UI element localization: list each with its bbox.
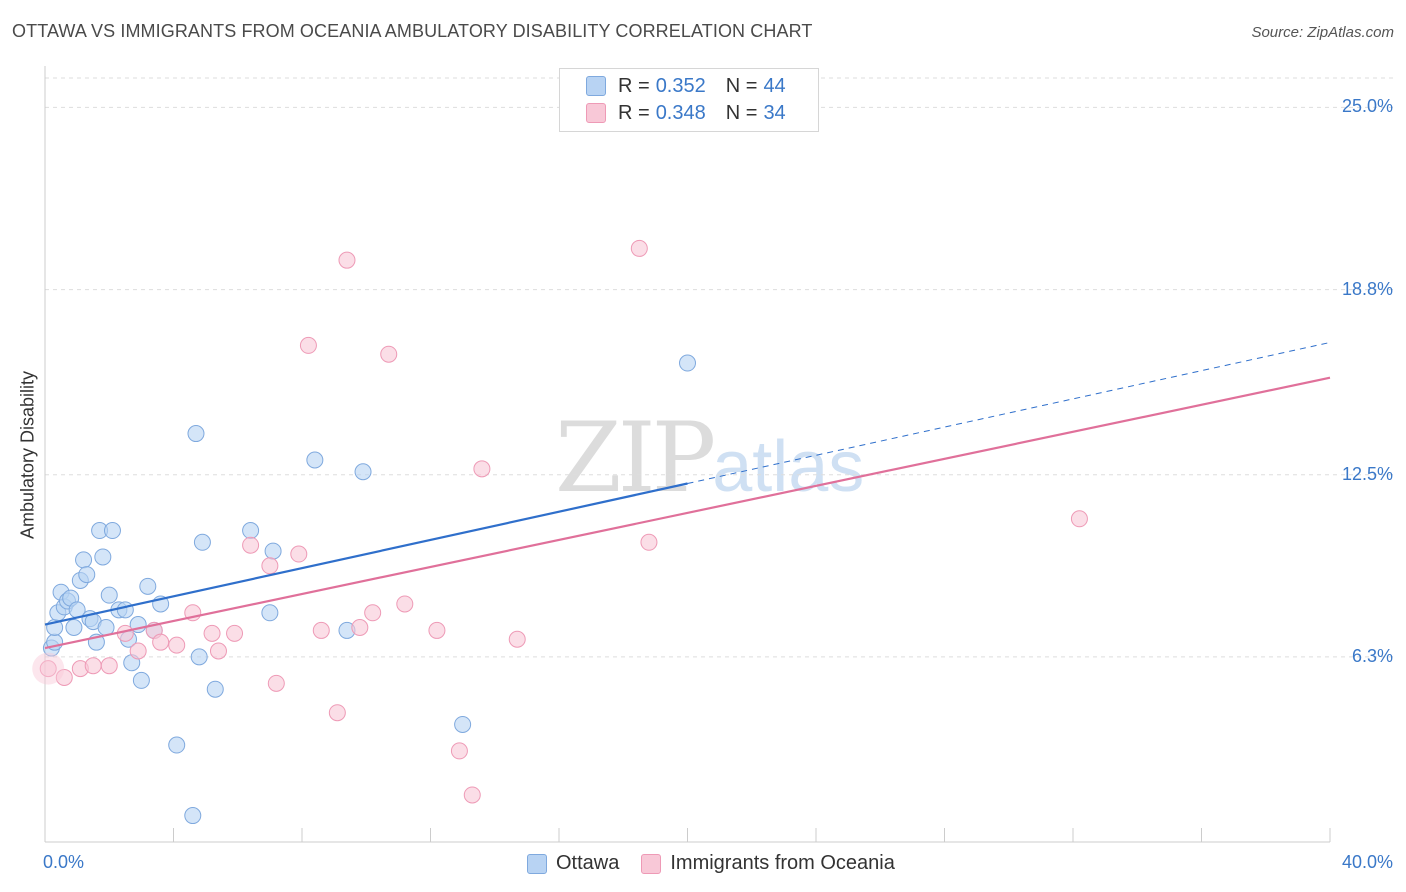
- legend-item-oceania[interactable]: Immigrants from Oceania: [641, 852, 895, 875]
- ottawa-swatch: [586, 76, 606, 96]
- n-value: 44: [763, 74, 786, 97]
- oceania-point: [1070, 510, 1088, 528]
- legend-item-ottawa[interactable]: Ottawa: [527, 852, 619, 875]
- oceania-point: [351, 618, 369, 636]
- oceania-point: [100, 657, 118, 675]
- ottawa-point: [190, 648, 208, 666]
- ottawa-point: [354, 463, 372, 481]
- y-tick-label: 18.8%: [1341, 278, 1393, 299]
- n-value: 34: [763, 101, 786, 124]
- ottawa-point: [139, 577, 157, 595]
- r-value: 0.352: [655, 74, 706, 97]
- watermark-atlas: atlas: [712, 427, 865, 507]
- ottawa-point: [116, 601, 134, 619]
- oceania-point: [168, 636, 186, 654]
- oceania-swatch: [586, 103, 606, 123]
- oceania-point: [364, 604, 382, 622]
- ottawa-point: [184, 807, 202, 825]
- oceania-point: [630, 239, 648, 257]
- oceania-point: [84, 657, 102, 675]
- oceania-point: [261, 557, 279, 575]
- ottawa-point: [264, 542, 282, 560]
- ottawa-point: [261, 604, 279, 622]
- oceania-point: [508, 630, 526, 648]
- y-tick-label: 6.3%: [1351, 645, 1393, 666]
- oceania-point: [428, 621, 446, 639]
- oceania-point: [32, 652, 65, 685]
- ottawa-swatch: [527, 853, 547, 874]
- ottawa-point: [75, 551, 93, 569]
- oceania-swatch: [641, 853, 662, 874]
- ottawa-point: [306, 451, 324, 469]
- oceania-point: [55, 668, 73, 686]
- oceania-point: [640, 533, 658, 551]
- ottawa-trendline: [44, 482, 688, 626]
- legend-row-ottawa: R = 0.352 N = 44: [586, 73, 786, 99]
- chart-title: OTTAWA VS IMMIGRANTS FROM OCEANIA AMBULA…: [12, 21, 813, 41]
- n-label: N =: [725, 74, 758, 97]
- r-label: R =: [618, 101, 650, 124]
- legend-label-oceania: Immigrants from Oceania: [670, 852, 895, 874]
- y-axis-label: Ambulatory Disability: [17, 370, 38, 540]
- ottawa-point: [242, 522, 260, 540]
- oceania-point: [226, 624, 244, 642]
- legend-label-ottawa: Ottawa: [556, 852, 620, 874]
- n-label: N =: [725, 101, 758, 124]
- ottawa-point: [187, 425, 205, 443]
- stats-legend: R = 0.352 N = 44 R = 0.348 N = 34: [559, 68, 819, 132]
- ottawa-point: [454, 715, 472, 733]
- series-legend: Ottawa Immigrants from Oceania: [527, 852, 917, 875]
- oceania-point: [312, 621, 330, 639]
- ottawa-point: [206, 680, 224, 698]
- ottawa-point: [94, 548, 112, 566]
- oceania-point: [299, 336, 317, 354]
- source-credit: Source: ZipAtlas.com: [1251, 24, 1394, 41]
- y-tick-label: 25.0%: [1341, 96, 1393, 117]
- oceania-point: [267, 674, 285, 692]
- oceania-point: [473, 460, 491, 478]
- oceania-point: [39, 660, 57, 678]
- ottawa-point: [65, 618, 83, 636]
- r-value: 0.348: [655, 101, 706, 124]
- ottawa-point: [193, 533, 211, 551]
- x-tick-label: 40.0%: [1341, 852, 1393, 872]
- oceania-point: [290, 545, 308, 563]
- oceania-trendline: [44, 376, 1331, 650]
- ottawa-point: [100, 586, 118, 604]
- r-label: R =: [618, 74, 650, 97]
- oceania-point: [338, 251, 356, 269]
- ottawa-point: [679, 354, 696, 372]
- oceania-point: [203, 624, 221, 642]
- ottawa-point: [168, 736, 186, 754]
- oceania-point: [152, 633, 170, 651]
- ottawa-point: [132, 671, 150, 689]
- ottawa-point: [78, 566, 96, 584]
- oceania-point: [380, 345, 398, 363]
- x-tick-label: 0.0%: [43, 852, 85, 872]
- oceania-point: [129, 642, 147, 660]
- oceania-point: [396, 595, 414, 613]
- oceania-point: [450, 742, 468, 760]
- y-tick-label: 12.5%: [1341, 463, 1393, 484]
- ottawa-point: [103, 522, 121, 540]
- oceania-point: [242, 536, 260, 554]
- legend-row-oceania: R = 0.348 N = 34: [586, 100, 786, 126]
- oceania-point: [328, 704, 346, 722]
- oceania-point: [209, 642, 227, 660]
- oceania-point: [463, 786, 481, 804]
- ottawa-trendline-extension: [687, 341, 1331, 484]
